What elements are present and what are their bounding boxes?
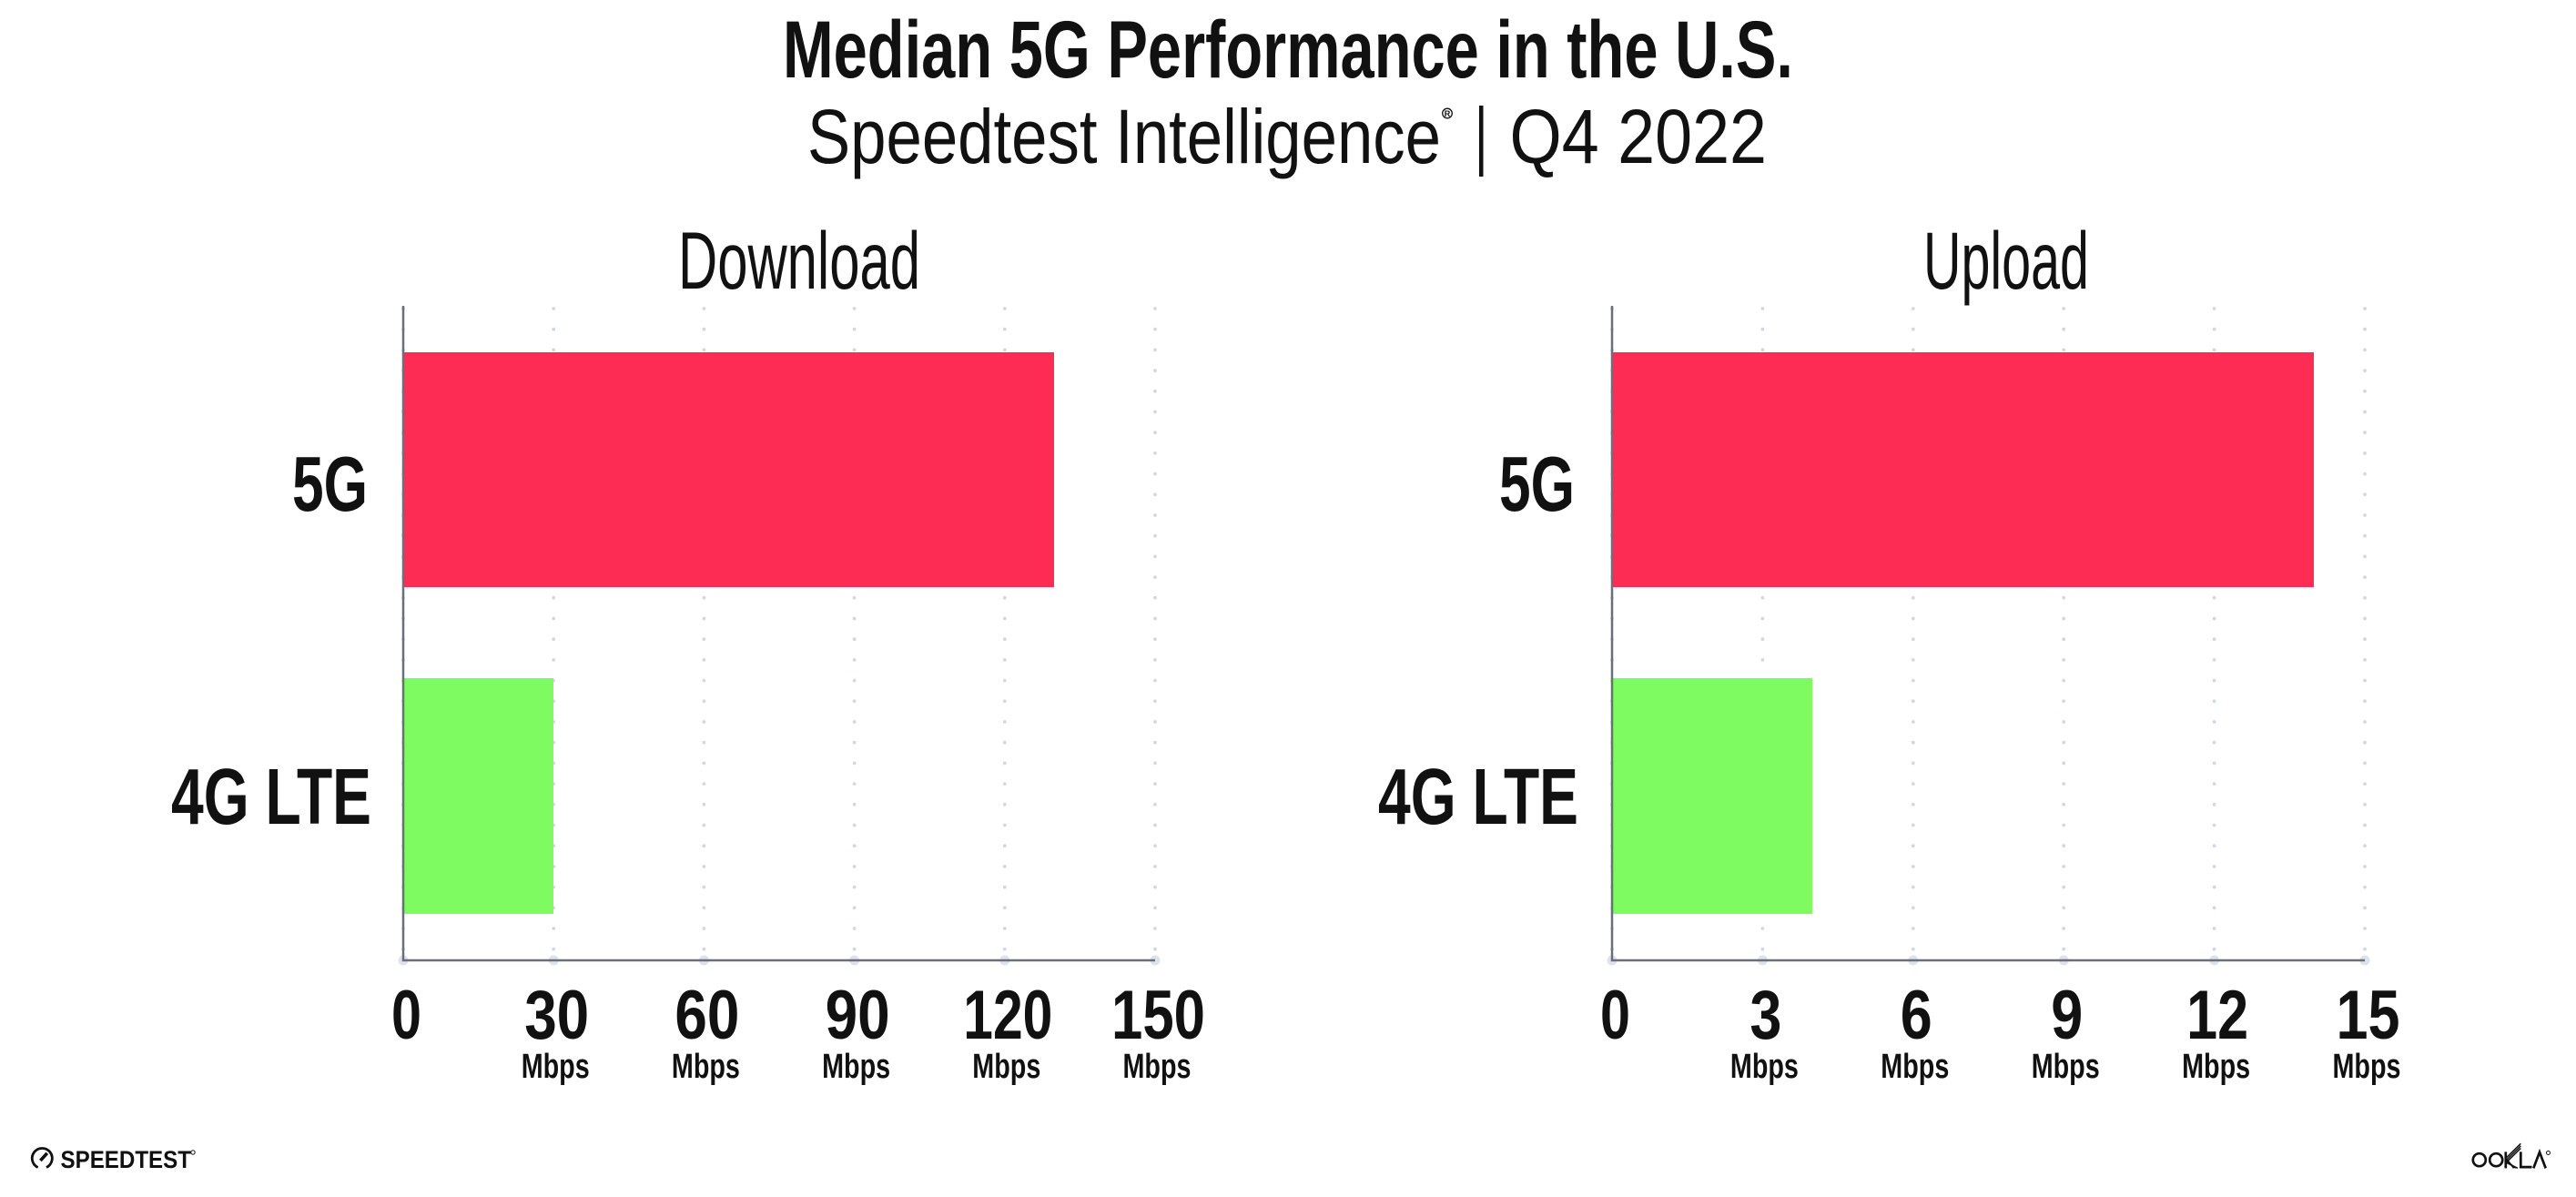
svg-text:5G: 5G [1499, 441, 1575, 528]
svg-text:Upload: Upload [1923, 215, 2089, 306]
svg-text:Speedtest Intelligence: Speedtest Intelligence [807, 94, 1441, 179]
svg-text:Mbps: Mbps [2333, 1048, 2401, 1086]
svg-text:15: 15 [2337, 977, 2400, 1054]
svg-text:4G LTE: 4G LTE [1378, 753, 1578, 841]
svg-text:Mbps: Mbps [2032, 1048, 2100, 1086]
svg-text:120: 120 [963, 977, 1052, 1054]
svg-text:60: 60 [674, 977, 739, 1054]
svg-text:6: 6 [1901, 977, 1932, 1054]
svg-text:SPEEDTEST: SPEEDTEST [61, 1146, 192, 1173]
svg-text:Mbps: Mbps [672, 1048, 740, 1086]
svg-text:4G LTE: 4G LTE [171, 753, 371, 841]
svg-text:Mbps: Mbps [1881, 1048, 1949, 1086]
svg-text:Mbps: Mbps [522, 1048, 590, 1086]
svg-text:150: 150 [1111, 977, 1205, 1054]
svg-text:Q4 2022: Q4 2022 [1510, 94, 1768, 179]
svg-text:12: 12 [2186, 977, 2248, 1054]
svg-text:Mbps: Mbps [972, 1048, 1040, 1086]
svg-text:Mbps: Mbps [1123, 1048, 1192, 1086]
svg-text:0: 0 [391, 977, 421, 1054]
svg-text:9: 9 [2051, 977, 2083, 1054]
svg-text:Median 5G Performance in the U: Median 5G Performance in the U.S. [783, 4, 1793, 95]
svg-text:3: 3 [1749, 977, 1781, 1054]
svg-text:0: 0 [1600, 977, 1630, 1054]
svg-text:5G: 5G [292, 441, 368, 528]
svg-text:30: 30 [524, 977, 589, 1054]
svg-text:Mbps: Mbps [2182, 1048, 2250, 1086]
svg-text:90: 90 [826, 977, 890, 1054]
svg-text:R: R [1445, 109, 1451, 118]
svg-text:Download: Download [678, 215, 920, 306]
svg-text:Mbps: Mbps [822, 1048, 890, 1086]
svg-text:Mbps: Mbps [1730, 1048, 1799, 1086]
